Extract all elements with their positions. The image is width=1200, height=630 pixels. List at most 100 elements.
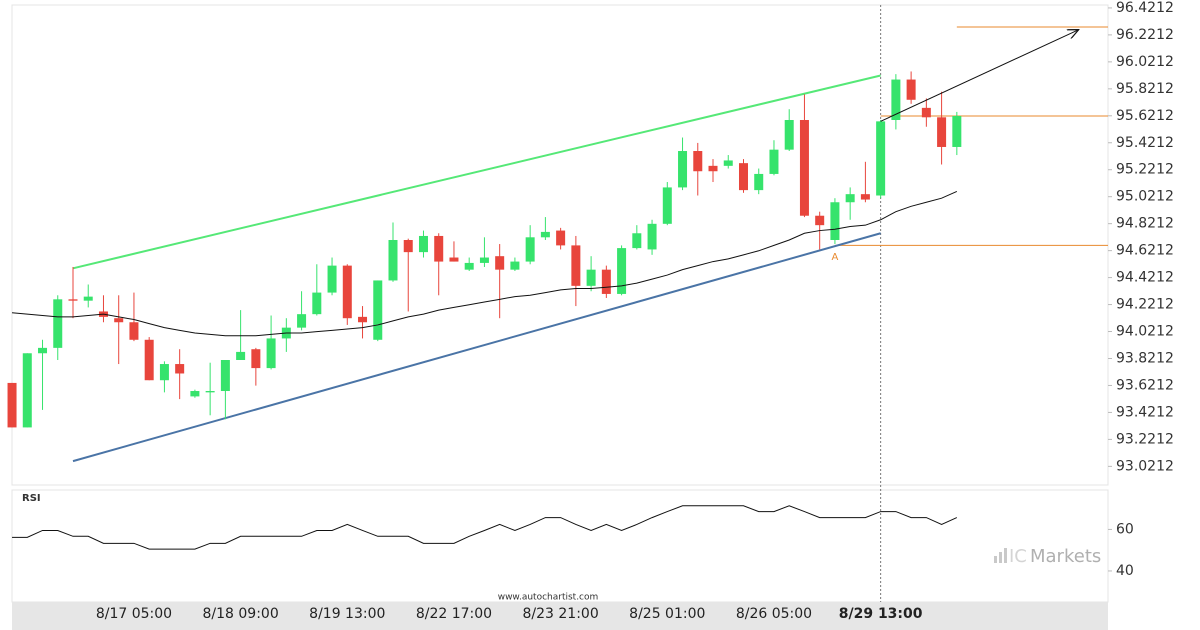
y-tick-label: 95.6212 xyxy=(1116,108,1174,124)
trendline xyxy=(72,232,881,463)
candle-body xyxy=(464,262,474,270)
logo-prefix: IC xyxy=(1009,546,1027,567)
candle-body xyxy=(647,223,657,250)
logo: IC Markets xyxy=(994,546,1101,567)
y-tick-label: 95.0212 xyxy=(1116,189,1174,205)
time-axis-band xyxy=(12,602,1108,630)
y-tick-label: 94.2212 xyxy=(1116,297,1174,313)
candle-body xyxy=(556,230,566,246)
candle-body xyxy=(815,215,825,226)
candle-body xyxy=(891,79,901,120)
y-tick-label: 40 xyxy=(1116,563,1134,579)
candle-body xyxy=(525,237,535,262)
candle-body xyxy=(83,296,93,301)
rsi-line xyxy=(12,505,958,550)
logo-bar xyxy=(994,556,997,563)
logo-bar xyxy=(1004,548,1007,563)
candle-body xyxy=(906,79,916,100)
candle-body xyxy=(190,391,200,397)
y-tick-label: 93.0212 xyxy=(1116,458,1174,474)
candle-body xyxy=(921,107,931,118)
y-tick-label: 96.0212 xyxy=(1116,54,1174,70)
x-tick-label: 8/22 17:00 xyxy=(416,606,492,622)
y-tick-label: 94.4212 xyxy=(1116,270,1174,286)
forecast-arrow xyxy=(880,30,1079,122)
moving-average xyxy=(11,191,958,337)
candle-body xyxy=(403,240,413,253)
candle-body xyxy=(114,318,124,323)
candle-body xyxy=(799,120,809,216)
y-tick-label: 93.2212 xyxy=(1116,431,1174,447)
x-tick-label: 8/29 13:00 xyxy=(839,606,923,622)
x-tick-label: 8/26 05:00 xyxy=(736,606,812,622)
y-tick-label: 94.6212 xyxy=(1116,243,1174,259)
candle-body xyxy=(662,187,672,224)
x-tick-label: 8/17 05:00 xyxy=(96,606,172,622)
candle-body xyxy=(830,202,840,240)
candle-body xyxy=(266,338,276,369)
trendline xyxy=(72,74,881,270)
y-tick-label: 96.4212 xyxy=(1116,0,1174,16)
candle-body xyxy=(312,292,322,315)
candle-body xyxy=(175,364,185,374)
candle-body xyxy=(738,163,748,191)
annotation-label: A xyxy=(832,252,839,263)
y-tick-label: 96.2212 xyxy=(1116,27,1174,43)
y-tick-label: 60 xyxy=(1116,521,1134,537)
candle-body xyxy=(693,151,703,172)
candle-body xyxy=(327,265,337,293)
candle-body xyxy=(495,256,505,270)
candle-body xyxy=(205,391,215,393)
candle-body xyxy=(952,115,962,147)
y-tick-label: 93.8212 xyxy=(1116,350,1174,366)
candle-body xyxy=(571,245,581,286)
candle-body xyxy=(220,360,230,392)
candle-body xyxy=(297,314,307,328)
candle-body xyxy=(159,364,169,381)
candle-body xyxy=(769,149,779,174)
y-tick-label: 93.4212 xyxy=(1116,404,1174,420)
candle-body xyxy=(251,349,261,369)
candle-body xyxy=(860,194,870,200)
candle-body xyxy=(937,117,947,147)
candle-body xyxy=(586,269,596,286)
candle-body xyxy=(236,351,246,360)
candle-body xyxy=(784,120,794,150)
candle-body xyxy=(617,248,627,294)
rsi-title: RSI xyxy=(22,493,41,504)
candle-body xyxy=(723,160,733,166)
candle-body xyxy=(449,257,459,262)
candle-body xyxy=(129,322,139,340)
candle-body xyxy=(510,261,520,270)
candle-body xyxy=(68,299,78,301)
y-tick-label: 94.8212 xyxy=(1116,216,1174,232)
candle-body xyxy=(418,235,428,253)
y-tick-label: 95.8212 xyxy=(1116,81,1174,97)
candle-body xyxy=(388,240,398,281)
source-label: www.autochartist.com xyxy=(498,593,599,603)
logo-suffix: Markets xyxy=(1030,546,1101,567)
candle-body xyxy=(845,194,855,203)
candle-body xyxy=(342,265,352,319)
candle-body xyxy=(7,382,17,428)
x-tick-label: 8/18 09:00 xyxy=(203,606,279,622)
y-tick-label: 95.4212 xyxy=(1116,135,1174,151)
candle-body xyxy=(708,165,718,172)
y-tick-label: 95.2212 xyxy=(1116,162,1174,178)
candle-body xyxy=(540,231,550,238)
candle-body xyxy=(373,280,383,340)
y-tick-label: 93.6212 xyxy=(1116,377,1174,393)
plot-area: A xyxy=(7,5,1108,602)
y-tick-label: 94.0212 xyxy=(1116,324,1174,340)
candle-body xyxy=(678,151,688,188)
x-tick-label: 8/25 01:00 xyxy=(629,606,705,622)
candle-body xyxy=(754,173,764,191)
candle-body xyxy=(601,269,611,294)
candle-body xyxy=(144,339,154,381)
candle-body xyxy=(358,316,368,323)
candle-body xyxy=(434,235,444,262)
x-tick-label: 8/23 21:00 xyxy=(523,606,599,622)
candle-body xyxy=(53,299,63,348)
